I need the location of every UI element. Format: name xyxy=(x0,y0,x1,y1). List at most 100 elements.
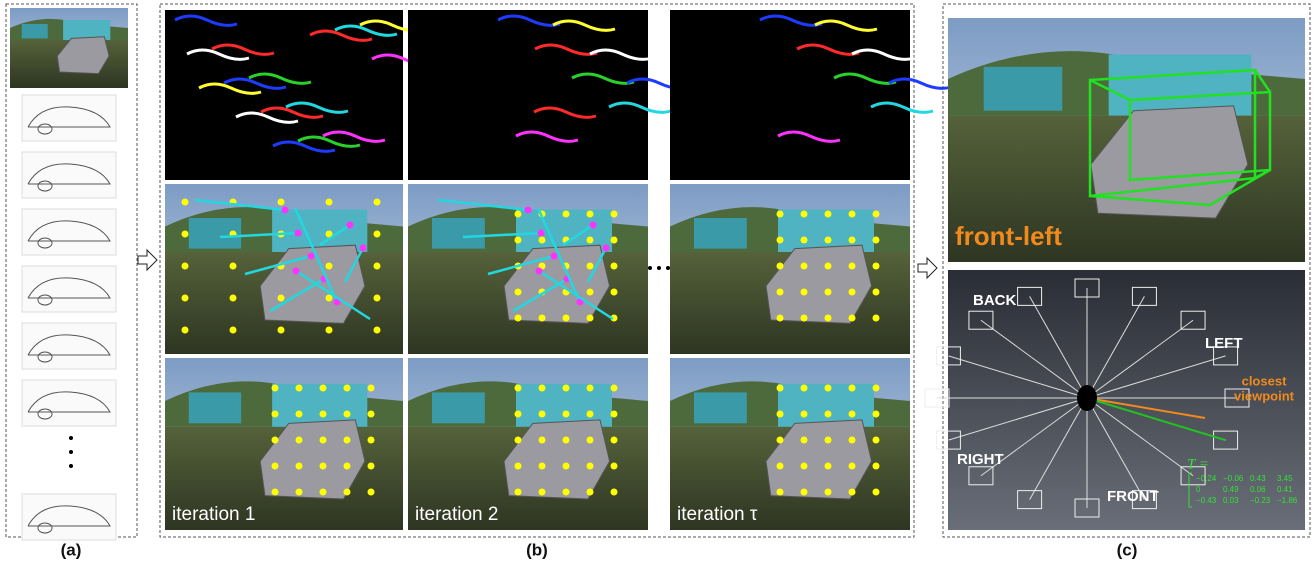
iteration-label: iteration τ xyxy=(677,504,758,525)
photo xyxy=(670,184,910,354)
keypoint xyxy=(374,231,381,238)
keypoint xyxy=(873,385,880,392)
keypoint xyxy=(873,437,880,444)
building xyxy=(984,67,1063,111)
keypoint xyxy=(611,263,618,270)
keypoint xyxy=(296,437,303,444)
keypoint xyxy=(849,315,856,322)
keypoint xyxy=(515,411,522,418)
keypoint xyxy=(368,385,375,392)
keypoint xyxy=(320,489,327,496)
keypoint xyxy=(563,437,570,444)
match-point xyxy=(551,253,558,260)
keypoint xyxy=(539,315,546,322)
panel-label: (c) xyxy=(1117,540,1138,559)
keypoint xyxy=(777,463,784,470)
ellipsis-dot xyxy=(69,464,73,468)
keypoint xyxy=(515,289,522,296)
ellipsis-dot xyxy=(69,450,73,454)
keypoint xyxy=(563,211,570,218)
keypoint xyxy=(539,489,546,496)
keypoint xyxy=(849,211,856,218)
keypoint xyxy=(587,211,594,218)
keypoint xyxy=(587,411,594,418)
keypoint xyxy=(849,437,856,444)
keypoint xyxy=(825,237,832,244)
keypoint xyxy=(611,237,618,244)
keypoint xyxy=(320,385,327,392)
direction-label: LEFT xyxy=(1205,335,1243,352)
edge-map xyxy=(408,10,648,180)
keypoint xyxy=(182,263,189,270)
keypoint xyxy=(611,463,618,470)
match-point xyxy=(538,230,545,237)
closest-label: closest xyxy=(1242,373,1287,388)
keypoint xyxy=(801,437,808,444)
keypoint xyxy=(344,463,351,470)
keypoint xyxy=(849,289,856,296)
keypoint xyxy=(873,211,880,218)
keypoint xyxy=(272,385,279,392)
matrix-cell: 0.06 xyxy=(1250,485,1266,494)
match-point xyxy=(282,207,289,214)
keypoint xyxy=(515,315,522,322)
matrix-cell: −0.24 xyxy=(1196,474,1217,483)
keypoint xyxy=(272,489,279,496)
matrix-cell: 3.45 xyxy=(1277,474,1293,483)
keypoint xyxy=(611,385,618,392)
keypoint xyxy=(515,437,522,444)
edge-map xyxy=(165,10,403,180)
keypoint xyxy=(374,327,381,334)
building xyxy=(22,24,48,38)
keypoint xyxy=(825,385,832,392)
keypoint xyxy=(230,295,237,302)
keypoint xyxy=(587,489,594,496)
view-label: front-left xyxy=(955,221,1062,251)
photo xyxy=(10,8,128,88)
keypoint xyxy=(272,437,279,444)
keypoint xyxy=(278,199,285,206)
keypoint xyxy=(326,327,333,334)
panel-label: (b) xyxy=(526,540,548,559)
match-point xyxy=(603,245,610,252)
keypoint xyxy=(801,263,808,270)
keypoint xyxy=(539,385,546,392)
building xyxy=(189,392,241,423)
building xyxy=(694,392,747,423)
direction-label: RIGHT xyxy=(957,451,1004,468)
keypoint xyxy=(182,327,189,334)
keypoint xyxy=(368,489,375,496)
keypoint xyxy=(515,489,522,496)
keypoint xyxy=(563,489,570,496)
keypoint xyxy=(825,289,832,296)
keypoint xyxy=(587,463,594,470)
keypoint xyxy=(368,463,375,470)
keypoint xyxy=(296,385,303,392)
ellipsis-dot xyxy=(666,266,670,270)
keypoint xyxy=(539,411,546,418)
keypoint xyxy=(344,411,351,418)
matrix-cell: −1.86 xyxy=(1277,496,1298,505)
iteration-label: iteration 1 xyxy=(172,504,255,525)
keypoint xyxy=(801,315,808,322)
keypoint xyxy=(230,263,237,270)
keypoint xyxy=(801,385,808,392)
iteration-label: iteration 2 xyxy=(415,504,498,525)
arrow xyxy=(138,250,157,270)
match-point xyxy=(360,245,367,252)
keypoint xyxy=(801,237,808,244)
keypoint xyxy=(515,385,522,392)
keypoint xyxy=(326,199,333,206)
matrix-cell: 0.03 xyxy=(1223,496,1239,505)
keypoint xyxy=(539,237,546,244)
keypoint xyxy=(587,237,594,244)
keypoint xyxy=(849,237,856,244)
match-point xyxy=(347,222,354,229)
keypoint xyxy=(801,211,808,218)
object xyxy=(1077,385,1097,411)
keypoint xyxy=(611,489,618,496)
panel-label: (a) xyxy=(61,540,82,559)
keypoint xyxy=(515,211,522,218)
match-point xyxy=(536,268,543,275)
building xyxy=(432,218,485,249)
